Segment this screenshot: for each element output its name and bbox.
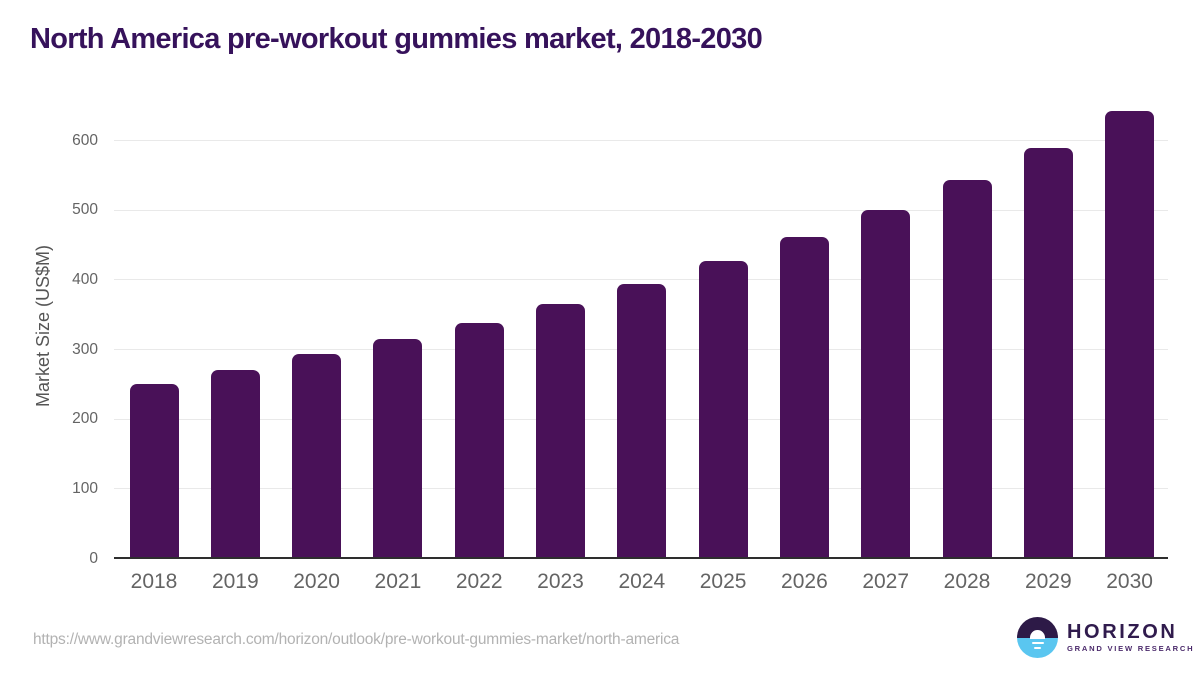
x-tick-label: 2018 <box>130 570 178 593</box>
bar-2025 <box>698 261 748 559</box>
y-tick-label: 500 <box>72 201 98 219</box>
x-tick-label: 2028 <box>943 570 991 593</box>
bar-2030 <box>1105 111 1155 559</box>
horizon-logo-icon <box>1017 617 1058 658</box>
bar-2022 <box>454 323 504 559</box>
bar-2028 <box>942 180 992 559</box>
bar-2023 <box>536 304 585 559</box>
bar-2027 <box>861 210 911 559</box>
gridline-400 <box>114 279 1168 281</box>
logo-reflection-line-icon <box>1034 646 1041 649</box>
gridline-500 <box>114 209 1168 211</box>
x-axis-line <box>114 557 1168 559</box>
x-tick-label: 2020 <box>293 570 340 593</box>
y-tick-label: 0 <box>89 549 98 567</box>
logo-sky-half <box>1017 617 1058 638</box>
y-tick-label: 600 <box>72 131 98 149</box>
bar-2024 <box>617 284 667 559</box>
y-tick-label: 200 <box>72 410 98 428</box>
x-tick-label: 2021 <box>374 570 422 593</box>
source-url: https://www.grandviewresearch.com/horizo… <box>33 631 680 648</box>
logo-sun-icon <box>1030 629 1045 639</box>
y-tick-label: 100 <box>72 479 98 497</box>
logo-reflection-line-icon <box>1031 641 1044 645</box>
bar-2021 <box>373 339 423 559</box>
x-tick-label: 2023 <box>537 570 584 593</box>
x-tick-label: 2030 <box>1106 570 1153 593</box>
bar-2018 <box>129 383 179 559</box>
horizon-logo: HORIZON GRAND VIEW RESEARCH <box>1017 617 1194 658</box>
logo-wordmark: HORIZON <box>1067 621 1178 643</box>
bar-2020 <box>292 354 342 559</box>
x-tick-label: 2024 <box>618 570 666 593</box>
x-tick-label: 2027 <box>862 570 910 593</box>
x-tick-label: 2019 <box>211 570 259 593</box>
logo-tagline: GRAND VIEW RESEARCH <box>1067 644 1195 653</box>
gridline-600 <box>114 140 1168 142</box>
bar-2026 <box>779 237 829 559</box>
x-tick-label: 2022 <box>455 570 503 593</box>
x-tick-label: 2029 <box>1024 570 1072 593</box>
chart-title: North America pre-workout gummies market… <box>30 23 763 55</box>
bar-2029 <box>1023 147 1073 559</box>
bar-2019 <box>210 369 260 559</box>
logo-text-block: HORIZON GRAND VIEW RESEARCH <box>1067 622 1194 653</box>
x-tick-label: 2025 <box>699 570 747 593</box>
x-tick-label: 2026 <box>781 570 828 593</box>
y-tick-label: 400 <box>72 270 98 288</box>
y-tick-label: 300 <box>72 340 98 358</box>
